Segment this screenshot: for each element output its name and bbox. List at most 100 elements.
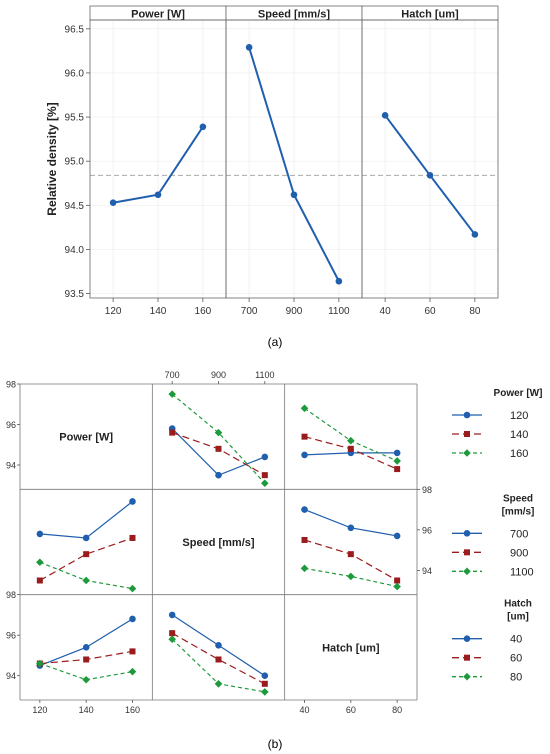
interaction-point [129,648,136,655]
interaction-point [82,534,90,542]
y-tick-label: 96 [6,420,16,430]
legend-entry-label: 1100 [510,566,534,578]
interaction-point [261,479,269,488]
legend-marker [464,654,470,661]
interaction-point [301,506,308,513]
legend-entry-label: 120 [510,410,528,422]
interaction-point [394,577,401,584]
interaction-point [83,551,90,558]
interaction-point [128,584,137,593]
interaction-matrix-chart: Power [W] Speed [mm/s] Hatch [um] 94 96 98 94 9… [6,370,542,715]
interaction-line [39,537,133,582]
legend-entry-label: 60 [510,653,522,665]
interaction-point [261,688,269,696]
panel-2: Hatch [um] 40 60 80 [361,5,499,317]
x-tick-label: 80 [392,705,402,715]
diagonal-variable-label: Speed [mm/s] [182,537,254,549]
x-tick-label: 700 [241,306,258,317]
interaction-point [301,451,308,459]
interaction-point [347,445,354,452]
legend-entry-label: 140 [510,429,528,441]
interaction-point [169,429,176,436]
legend-marker [463,635,471,642]
legend-entry-label: 160 [510,448,528,460]
panel-strip-label: Speed [mm/s] [258,9,330,21]
legend-2: Hatch [um] 40 60 80 [452,599,532,684]
effect-point [199,123,207,131]
interaction-point [82,576,90,585]
effect-point [381,112,389,119]
legend-marker [463,672,471,681]
x-tick-label: 700 [165,370,180,380]
interaction-cell-r1-c0 [36,498,137,593]
y-tick-label: 94.0 [65,245,85,256]
interaction-cell-r0-c2 [300,404,401,473]
x-tick-label: 900 [286,306,303,317]
interaction-point [261,680,268,687]
interaction-point [214,428,223,437]
legend-entry-label: 40 [510,634,522,646]
interaction-line [171,632,266,685]
interaction-line [304,567,398,588]
interaction-point [168,390,176,398]
effect-point [335,277,343,285]
interaction-point [393,532,401,540]
legend-marker [463,449,471,457]
interaction-point [215,642,222,649]
legend-marker [463,530,471,537]
legend-marker [464,549,470,556]
effect-point [426,172,434,179]
interaction-point [347,551,354,558]
x-tick-label: 120 [105,306,122,317]
diagonal-variable-label: Power [W] [59,432,113,444]
interaction-point [169,630,176,637]
x-tick-label: 40 [300,705,310,715]
y-tick-label: 94.5 [65,201,85,212]
legend-entry-label: 700 [510,528,528,540]
effect-point [471,231,479,238]
interaction-point [36,659,44,668]
legend-title: Power [W] [494,388,543,399]
interaction-cell-r2-c1 [168,611,269,696]
interaction-point [82,675,90,684]
effect-point [245,44,253,51]
x-tick-label: 60 [424,306,436,317]
interaction-point [129,615,136,623]
caption-a: (a) [268,335,283,349]
x-tick-label: 160 [125,705,140,715]
y-tick-label: 96 [422,525,432,535]
legend-entry-label: 80 [510,672,522,684]
effect-point [109,199,117,206]
interaction-point [393,582,401,591]
legend-marker [463,411,471,419]
interaction-point [168,611,176,619]
legend-title: [um] [507,612,529,623]
interaction-point [215,445,222,452]
x-tick-label: 140 [150,306,167,317]
y-tick-label: 95.0 [65,157,85,168]
interaction-point [347,436,355,445]
panel-0: Power [W] 120 140 160 [89,5,227,317]
x-tick-label: 160 [195,306,212,317]
interaction-point [261,472,268,479]
y-tick-label: 95.5 [65,113,85,124]
interaction-point [300,404,309,413]
y-tick-label: 94 [6,671,16,681]
interaction-point [394,466,401,473]
interaction-cell-r2-c0 [36,615,137,684]
effect-point [154,191,162,199]
legend-title: [mm/s] [502,506,535,517]
interaction-line [304,509,398,537]
interaction-point [215,656,222,663]
x-tick-label: 40 [380,306,392,317]
x-tick-label: 80 [469,306,481,317]
interaction-point [393,457,401,465]
interaction-point [347,572,355,581]
legend-entry-label: 900 [510,547,528,559]
y-tick-label: 96.0 [65,68,85,79]
legend-0: Power [W] 120 140 160 [452,388,542,460]
diagonal-variable-label: Hatch [um] [322,642,380,654]
interaction-point [261,672,269,679]
main-effects-chart: 93.5 94.0 94.5 95.0 95.5 96.0 96.5 Relative den… [45,5,499,317]
y-tick-label: 94 [6,461,16,471]
